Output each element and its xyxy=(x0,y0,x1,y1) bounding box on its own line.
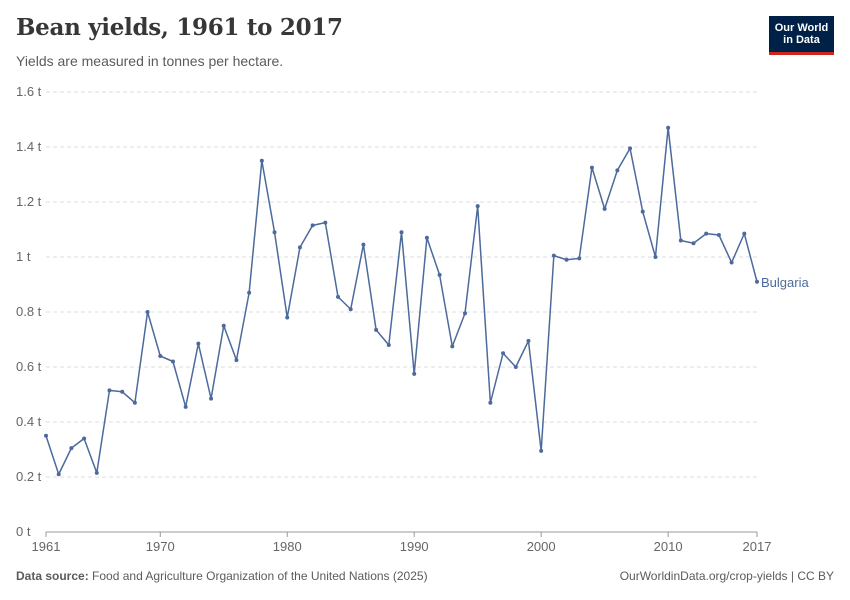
data-point xyxy=(704,231,709,236)
data-point xyxy=(729,260,734,265)
data-point xyxy=(513,365,518,369)
data-point xyxy=(386,343,391,347)
y-tick-label: 1 t xyxy=(16,249,31,264)
y-tick-label: 0.6 t xyxy=(16,359,42,374)
data-point xyxy=(475,204,480,209)
data-point xyxy=(297,245,302,250)
data-point xyxy=(399,230,404,235)
data-point xyxy=(526,338,531,343)
data-point xyxy=(488,400,493,405)
data-point xyxy=(666,125,671,130)
data-point xyxy=(602,206,607,211)
data-point xyxy=(56,472,61,477)
data-point xyxy=(691,241,696,246)
data-point xyxy=(653,255,658,259)
logo-line-1: Our World xyxy=(774,22,829,34)
data-point xyxy=(69,446,74,451)
data-point xyxy=(132,400,137,405)
data-source: Data source: Food and Agriculture Organi… xyxy=(16,569,428,583)
data-point xyxy=(44,433,48,438)
data-point xyxy=(323,220,328,225)
data-point xyxy=(424,235,429,240)
y-tick-label: 1.6 t xyxy=(16,84,42,99)
data-point xyxy=(539,448,544,453)
x-tick-label: 1961 xyxy=(32,539,61,554)
data-point xyxy=(107,388,112,393)
series-label: Bulgaria xyxy=(761,275,809,290)
data-source-text: Food and Agriculture Organization of the… xyxy=(92,569,428,583)
chart-subtitle: Yields are measured in tonnes per hectar… xyxy=(16,53,284,69)
data-point xyxy=(82,436,87,441)
data-point xyxy=(551,253,556,258)
data-point xyxy=(348,307,353,312)
data-point xyxy=(361,242,366,247)
data-point xyxy=(170,359,175,364)
data-point xyxy=(221,323,226,328)
x-tick-label: 2010 xyxy=(654,539,683,554)
y-tick-label: 0.2 t xyxy=(16,469,42,484)
data-point xyxy=(450,344,455,349)
data-point xyxy=(272,230,277,235)
data-point xyxy=(209,396,214,401)
data-point xyxy=(183,404,188,409)
y-tick-label: 1.2 t xyxy=(16,194,42,209)
owid-logo[interactable]: Our World in Data xyxy=(769,16,834,55)
data-point xyxy=(247,290,252,295)
y-tick-label: 1.4 t xyxy=(16,139,42,154)
data-point xyxy=(577,256,582,261)
data-point xyxy=(678,238,683,243)
x-tick-label: 1980 xyxy=(273,539,302,554)
data-point xyxy=(501,351,506,356)
data-source-label: Data source: xyxy=(16,569,89,583)
data-point xyxy=(259,158,264,163)
data-point xyxy=(310,223,315,228)
data-point xyxy=(412,371,417,376)
data-point xyxy=(120,389,125,394)
data-point xyxy=(374,327,379,332)
data-point xyxy=(196,341,201,346)
data-point xyxy=(462,311,467,316)
chart-title: Bean yields, 1961 to 2017 xyxy=(16,14,343,41)
data-point xyxy=(336,294,341,299)
x-tick-label: 2000 xyxy=(527,539,556,554)
data-point xyxy=(615,168,620,173)
data-point xyxy=(437,272,442,277)
x-tick-label: 2017 xyxy=(743,539,772,554)
data-point xyxy=(564,257,569,262)
data-point xyxy=(158,354,163,358)
x-tick-label: 1990 xyxy=(400,539,429,554)
y-tick-label: 0.4 t xyxy=(16,414,42,429)
data-point xyxy=(589,165,594,170)
data-point xyxy=(628,146,633,151)
data-point xyxy=(94,470,99,475)
y-tick-label: 0 t xyxy=(16,524,31,539)
logo-line-2: in Data xyxy=(783,34,820,46)
data-point xyxy=(285,315,290,320)
data-point xyxy=(755,279,759,284)
y-tick-label: 0.8 t xyxy=(16,304,42,319)
data-point xyxy=(640,209,645,214)
x-tick-label: 1970 xyxy=(146,539,175,554)
data-point xyxy=(234,358,239,363)
source-link[interactable]: OurWorldinData.org/crop-yields | CC BY xyxy=(619,569,834,583)
data-point xyxy=(716,233,721,237)
data-point xyxy=(145,310,150,314)
data-point xyxy=(742,231,747,236)
